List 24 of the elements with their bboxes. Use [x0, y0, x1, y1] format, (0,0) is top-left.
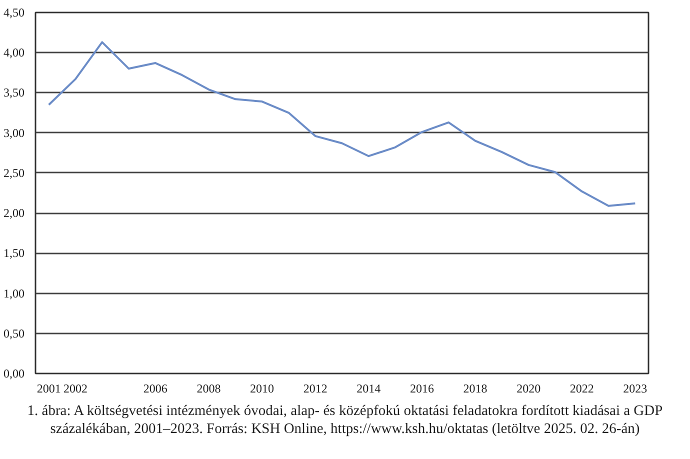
y-tick-label: 4,00	[4, 46, 24, 60]
x-tick-label: 2014	[356, 382, 381, 396]
x-tick-label: 2012	[303, 382, 328, 396]
y-tick-label: 3,00	[4, 126, 24, 140]
y-tick-label: 1,00	[4, 286, 24, 300]
x-tick-label: 2022	[570, 382, 594, 396]
y-tick-label: 1,50	[4, 246, 24, 260]
x-tick-label: 2008	[196, 382, 221, 396]
x-tick-label: 2023	[623, 382, 648, 396]
x-tick-label: 2020	[516, 382, 541, 396]
y-tick-label: 4,50	[4, 6, 24, 20]
x-tick-label: 2018	[463, 382, 488, 396]
y-tick-label: 0,50	[4, 326, 24, 340]
x-tick-label: 2016	[410, 382, 434, 396]
x-tick-label: 2002	[63, 382, 88, 396]
text: 1. ábra: A költségvetési intézmények óvodai, alap- és középfokú oktatási feladatokra fordított kiadásai a GDP százalékában, 2001–2023. Forrás: KSH Online, https://www.ksh.hu/oktatas (letöltve 2025. 02. 26-án)	[26, 402, 664, 438]
y-tick-label: 0,00	[4, 366, 24, 380]
y-tick-label: 2,50	[4, 166, 24, 180]
y-tick-label: 2,00	[4, 206, 24, 220]
x-tick-label: 2010	[250, 382, 274, 396]
x-tick-label: 2006	[143, 382, 168, 396]
y-tick-label: 3,50	[4, 86, 24, 100]
line-series	[48, 41, 636, 207]
x-tick-label: 2001	[36, 382, 61, 396]
